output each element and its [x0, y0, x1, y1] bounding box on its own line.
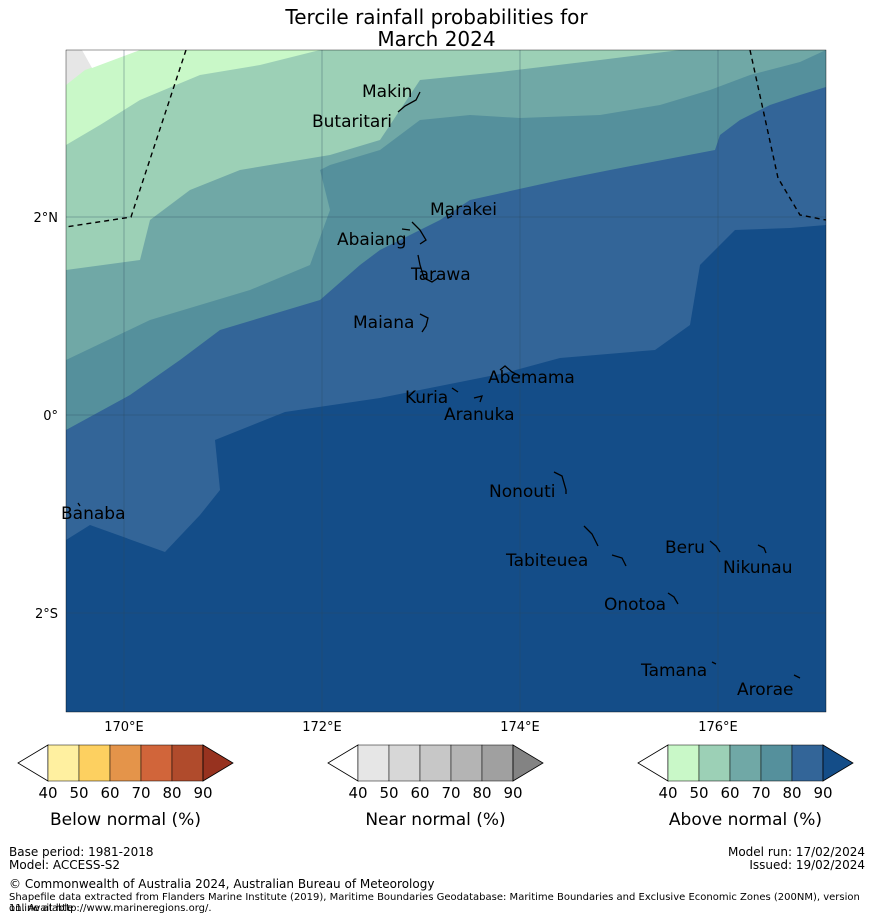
colorbar-tick-label: 90	[813, 784, 832, 802]
x-tick-label: 172°E	[302, 720, 342, 735]
colorbar-segment	[357, 744, 390, 782]
place-label: Abemama	[488, 368, 575, 388]
colorbar-extend-low	[637, 744, 669, 782]
colorbar-tick-label: 70	[131, 784, 150, 802]
contour-40-50	[66, 50, 320, 145]
place-label: Nikunau	[723, 558, 793, 578]
place-label: Maiana	[353, 313, 414, 333]
colorbar-segment	[760, 744, 793, 782]
colorbar-tick-label: 80	[782, 784, 801, 802]
colorbar-segment	[481, 744, 514, 782]
x-tick-label: 170°E	[104, 720, 144, 735]
map-title-line2: March 2024	[377, 27, 496, 51]
copyright-notice: © Commonwealth of Australia 2024, Austra…	[9, 877, 435, 891]
model-name: Model: ACCESS-S2	[9, 858, 121, 872]
colorbar-segment	[729, 744, 762, 782]
colorbar-segment	[171, 744, 204, 782]
shapefile-credit-line2: online at http://www.marineregions.org/.	[9, 903, 212, 914]
colorbar-segment	[140, 744, 173, 782]
colorbar-tick-label: 70	[751, 784, 770, 802]
colorbar-segment	[388, 744, 421, 782]
island-outlines	[77, 91, 801, 679]
colorbar-tick-label: 40	[658, 784, 677, 802]
colorbar-segment	[698, 744, 731, 782]
colorbar-segment	[667, 744, 700, 782]
x-tick-label: 176°E	[698, 720, 738, 735]
base-period: Base period: 1981-2018	[9, 845, 154, 859]
colorbar-extend-high	[512, 744, 544, 782]
shapefile-credit-line1: Shapefile data extracted from Flanders M…	[9, 892, 860, 914]
colorbar-tick-label: 90	[503, 784, 522, 802]
place-labels: Makin Butaritari Marakei Abaiang Tarawa …	[61, 82, 794, 700]
colorbar-segment	[450, 744, 483, 782]
colorbar-segment	[791, 744, 824, 782]
place-label: Kuria	[405, 388, 448, 408]
colorbar-segment	[419, 744, 452, 782]
place-label: Tabiteuea	[505, 551, 588, 571]
x-tick-label: 174°E	[500, 720, 540, 735]
colorbar-segment	[78, 744, 111, 782]
colorbar-title: Near normal (%)	[365, 810, 505, 830]
colorbar-tick-label: 40	[348, 784, 367, 802]
issued-date: Issued: 19/02/2024	[749, 858, 865, 872]
colorbar-tick-label: 80	[472, 784, 491, 802]
colorbar-tick-label: 50	[689, 784, 708, 802]
place-label: Aranuka	[444, 405, 515, 425]
colorbar-tick-label: 60	[720, 784, 739, 802]
colorbar-tick-label: 90	[193, 784, 212, 802]
y-tick-label: 0°	[43, 409, 58, 424]
eez-boundaries	[66, 50, 826, 228]
colorbar: 40 50 60 70 80 90 Above normal (%)	[637, 744, 854, 830]
graticule	[66, 50, 826, 712]
place-label: Arorae	[737, 680, 794, 700]
place-label: Abaiang	[337, 230, 407, 250]
colorbar-segment	[109, 744, 142, 782]
y-tick-label: 2°N	[34, 211, 59, 226]
colorbar-tick-label: 80	[162, 784, 181, 802]
colorbar-title: Below normal (%)	[50, 810, 201, 830]
colorbar-segment	[47, 744, 80, 782]
colorbars: 40 50 60 70 80 90 Below normal (%) 40 50 60 70 80 90…	[17, 744, 854, 830]
axis-labels: 170°E 172°E 174°E 176°E 2°N 0° 2°S	[34, 211, 738, 735]
map-title-line1: Tercile rainfall probabilities for	[285, 5, 588, 29]
place-label: Tamana	[640, 661, 707, 681]
y-tick-label: 2°S	[35, 607, 58, 622]
colorbar: 40 50 60 70 80 90 Near normal (%)	[327, 744, 544, 830]
probability-contours	[66, 50, 826, 712]
colorbar-tick-label: 60	[100, 784, 119, 802]
colorbar-tick-label: 50	[379, 784, 398, 802]
model-run-date: Model run: 17/02/2024	[727, 845, 865, 859]
colorbar-extend-low	[17, 744, 49, 782]
colorbar-extend-low	[327, 744, 359, 782]
place-label: Butaritari	[312, 112, 392, 132]
colorbar-title: Above normal (%)	[669, 810, 822, 830]
no-data-corner	[66, 50, 140, 85]
place-label: Nonouti	[489, 482, 555, 502]
place-label: Onotoa	[604, 595, 666, 615]
colorbar-tick-label: 60	[410, 784, 429, 802]
place-label: Banaba	[61, 504, 125, 524]
place-label: Marakei	[430, 200, 497, 220]
colorbar-extend-high	[202, 744, 234, 782]
colorbar-extend-high	[822, 744, 854, 782]
place-label: Beru	[665, 538, 705, 558]
colorbar-tick-label: 40	[38, 784, 57, 802]
colorbar-tick-label: 50	[69, 784, 88, 802]
colorbar: 40 50 60 70 80 90 Below normal (%)	[17, 744, 234, 830]
place-label: Tarawa	[410, 265, 471, 285]
contour-50-60	[66, 50, 680, 270]
place-label: Makin	[362, 82, 412, 102]
colorbar-tick-label: 70	[441, 784, 460, 802]
